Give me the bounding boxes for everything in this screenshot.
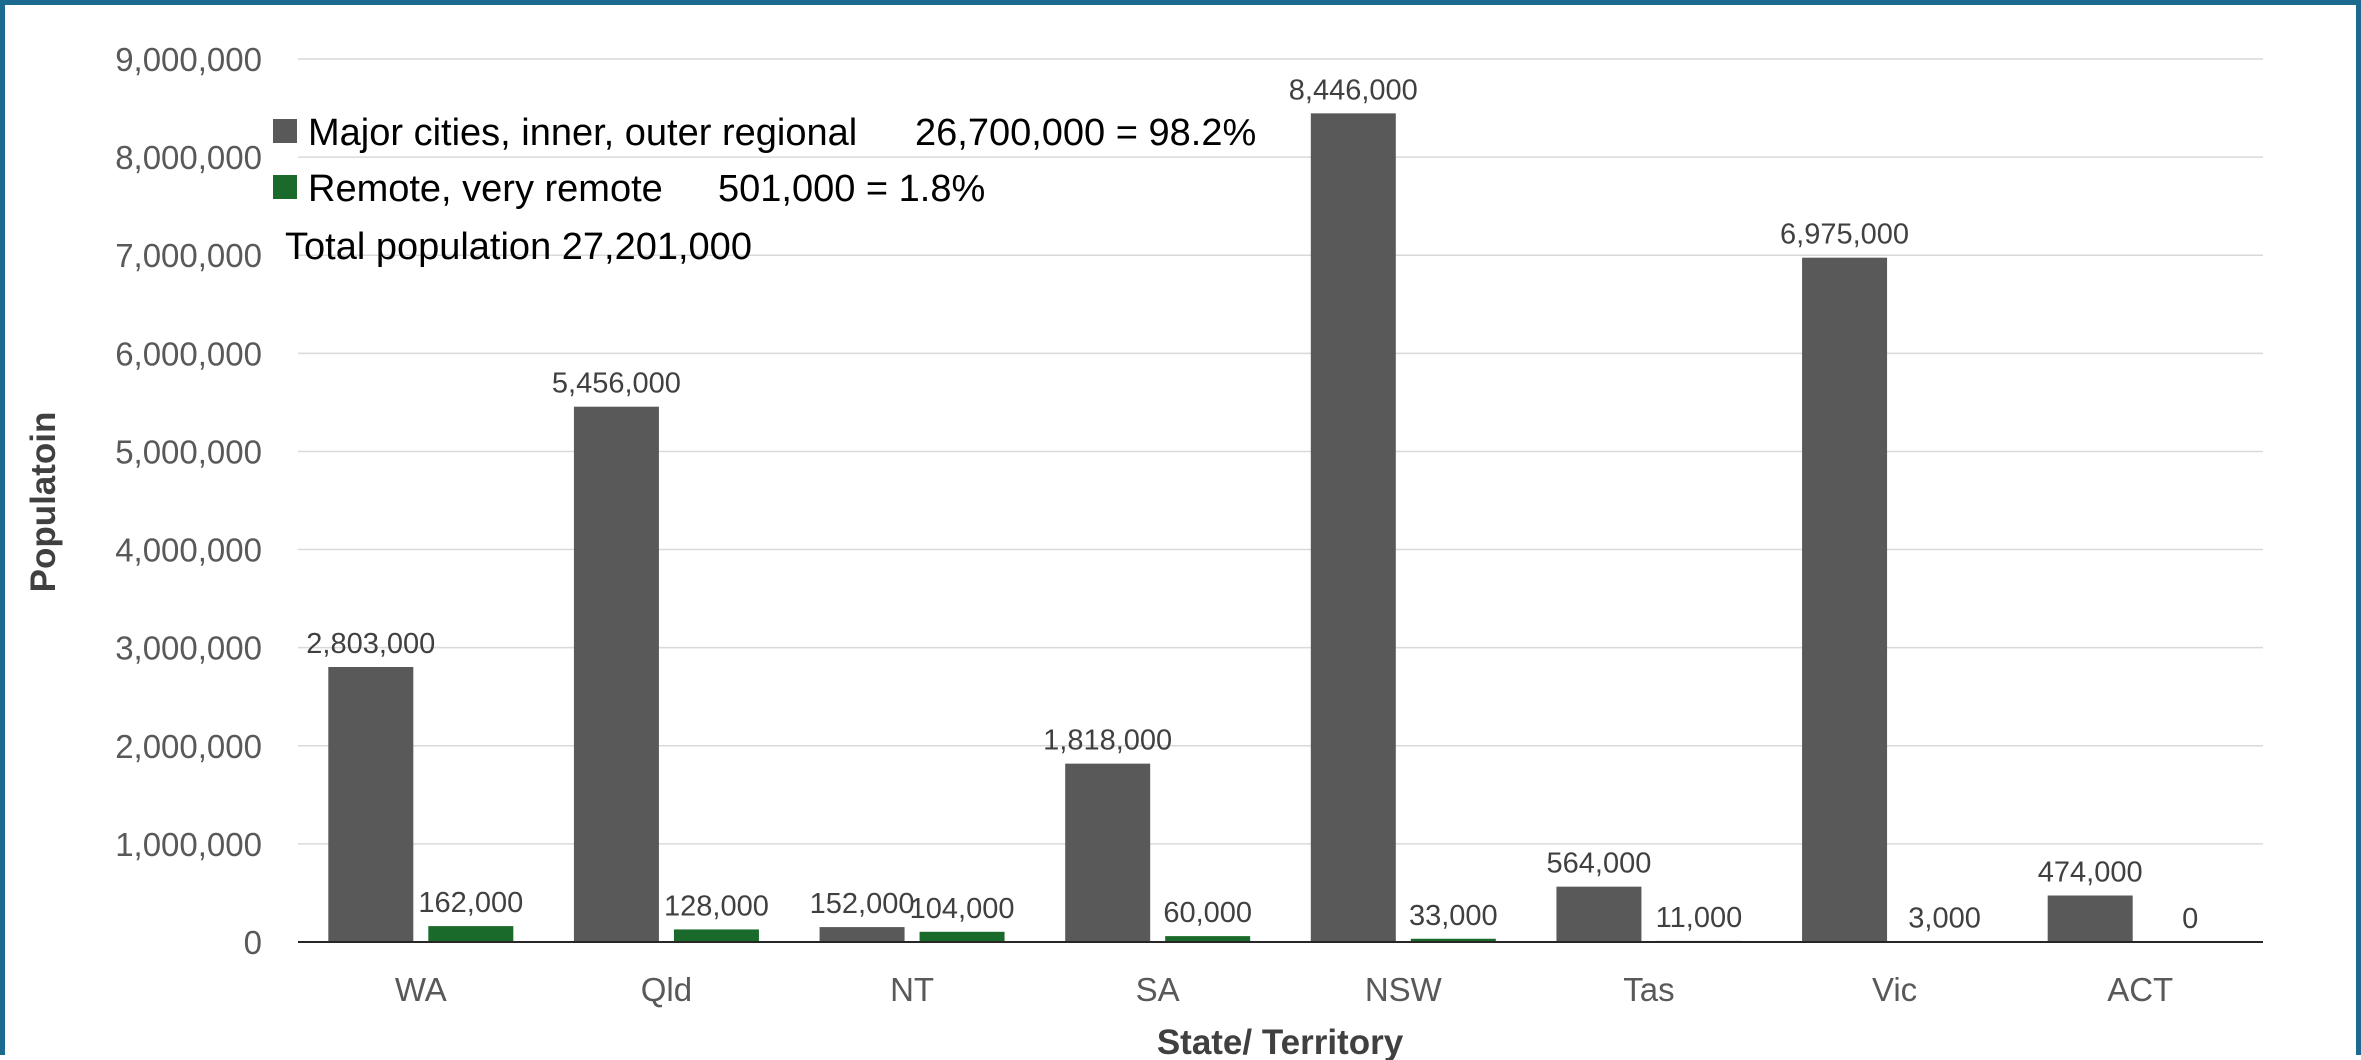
bar-chart: 0 1,000,000 2,000,000 3,000,000 4,000,000 5,0…	[5, 5, 2361, 1060]
data-label-major-sa: 1,818,000	[1043, 725, 1172, 757]
data-label-major-nsw: 8,446,000	[1289, 74, 1418, 106]
legend-swatch-major	[273, 119, 297, 143]
x-tick-label: SA	[1136, 971, 1180, 1008]
x-tick-label: ACT	[2107, 971, 2173, 1008]
legend-annotation-remote: 501,000 = 1.8%	[718, 168, 985, 210]
data-label-major-act: 474,000	[2038, 856, 2143, 888]
bar-remote-qld	[674, 929, 759, 942]
bar-major-nsw	[1311, 113, 1396, 942]
data-label-major-wa: 2,803,000	[306, 628, 435, 660]
y-tick-label: 8,000,000	[115, 139, 262, 176]
legend-annotation-major: 26,700,000 = 98.2%	[915, 112, 1256, 154]
y-tick-label: 4,000,000	[115, 532, 262, 569]
data-label-remote-act: 0	[2182, 903, 2198, 935]
bar-major-nt	[820, 927, 905, 942]
bar-major-sa	[1065, 764, 1150, 942]
legend-swatch-remote	[273, 175, 297, 199]
y-tick-label: 1,000,000	[115, 826, 262, 863]
legend-label-major: Major cities, inner, outer regional	[308, 112, 857, 154]
data-label-remote-nsw: 33,000	[1409, 900, 1498, 932]
data-label-remote-nt: 104,000	[910, 893, 1015, 925]
y-tick-label: 9,000,000	[115, 41, 262, 78]
y-tick-label: 6,000,000	[115, 335, 262, 372]
bar-major-tas	[1556, 887, 1641, 942]
y-tick-label: 7,000,000	[115, 237, 262, 274]
x-tick-label: WA	[395, 971, 447, 1008]
data-label-major-nt: 152,000	[810, 888, 915, 920]
x-tick-label: NT	[890, 971, 934, 1008]
data-label-major-tas: 564,000	[1547, 848, 1652, 880]
x-tick-label: NSW	[1365, 971, 1443, 1008]
legend: Major cities, inner, outer regional 26,7…	[273, 112, 1256, 268]
bar-remote-wa	[428, 926, 513, 942]
x-tick-label: Vic	[1872, 971, 1917, 1008]
x-axis-ticks: WA Qld NT SA NSW Tas Vic ACT	[395, 971, 2173, 1008]
data-label-remote-qld: 128,000	[664, 890, 769, 922]
data-label-major-qld: 5,456,000	[552, 368, 681, 400]
bar-remote-nt	[920, 932, 1005, 942]
bar-major-act	[2048, 895, 2133, 942]
y-tick-label: 3,000,000	[115, 630, 262, 667]
x-tick-label: Qld	[641, 971, 692, 1008]
data-label-remote-vic: 3,000	[1908, 903, 1981, 935]
bar-major-qld	[574, 407, 659, 942]
data-label-remote-wa: 162,000	[418, 887, 523, 919]
bar-major-wa	[328, 667, 413, 942]
legend-label-remote: Remote, very remote	[308, 168, 663, 210]
y-tick-label: 2,000,000	[115, 728, 262, 765]
x-tick-label: Tas	[1623, 971, 1674, 1008]
y-axis-ticks: 0 1,000,000 2,000,000 3,000,000 4,000,000 5,0…	[115, 41, 262, 961]
y-axis-title: Populatoin	[24, 412, 63, 593]
y-tick-label: 5,000,000	[115, 433, 262, 470]
data-label-remote-tas: 11,000	[1656, 902, 1743, 934]
bar-major-vic	[1802, 258, 1887, 942]
data-label-remote-sa: 60,000	[1163, 897, 1252, 929]
total-population-annotation: Total population 27,201,000	[285, 226, 752, 268]
y-tick-label: 0	[244, 924, 262, 961]
data-label-major-vic: 6,975,000	[1780, 219, 1909, 251]
x-axis-title: State/ Territory	[1157, 1023, 1404, 1060]
